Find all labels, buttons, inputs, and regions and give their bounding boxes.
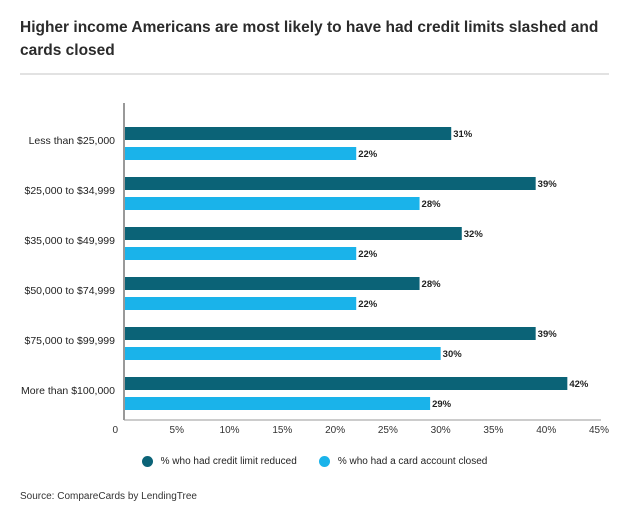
data-label: 22% bbox=[358, 249, 378, 260]
bar bbox=[125, 147, 357, 160]
data-label: 29% bbox=[432, 399, 452, 410]
bar bbox=[125, 197, 420, 210]
data-label: 28% bbox=[422, 279, 442, 290]
bar bbox=[125, 227, 462, 240]
bar bbox=[125, 277, 420, 290]
x-tick-label: 15% bbox=[272, 425, 292, 436]
x-tick-label: 20% bbox=[325, 425, 345, 436]
x-tick-label: 0 bbox=[112, 425, 118, 436]
category-label: More than $100,000 bbox=[21, 385, 115, 397]
category-label: $25,000 to $34,999 bbox=[24, 185, 115, 197]
source-note: Source: CompareCards by LendingTree bbox=[20, 491, 197, 502]
bar bbox=[125, 177, 536, 190]
legend-label: % who had credit limit reduced bbox=[160, 456, 297, 467]
data-label: 42% bbox=[569, 379, 589, 390]
x-tick-label: 30% bbox=[431, 425, 451, 436]
legend-swatch bbox=[318, 456, 330, 467]
bar bbox=[125, 327, 536, 340]
data-label: 39% bbox=[538, 179, 558, 190]
data-label: 30% bbox=[443, 349, 463, 360]
legend-item: % who had a card account closed bbox=[318, 456, 488, 467]
data-label: 32% bbox=[464, 229, 484, 240]
category-label: $35,000 to $49,999 bbox=[24, 235, 115, 247]
legend-swatch bbox=[141, 456, 153, 467]
legend-item: % who had credit limit reduced bbox=[141, 456, 297, 467]
bar bbox=[125, 297, 357, 310]
bar-chart: 0 5% 10% 15% 20% 25% 30% 35% 40% 45% Less than $25… bbox=[21, 103, 609, 436]
chart-legend: % who had credit limit reduced % who had … bbox=[0, 456, 629, 467]
bar bbox=[125, 397, 431, 410]
data-label: 28% bbox=[422, 199, 442, 210]
title-divider bbox=[20, 73, 609, 75]
x-tick-label: 10% bbox=[220, 425, 240, 436]
x-tick-label: 40% bbox=[536, 425, 556, 436]
bar bbox=[125, 127, 452, 140]
data-label: 31% bbox=[453, 129, 473, 140]
category-label: Less than $25,000 bbox=[29, 135, 116, 147]
x-tick-label: 5% bbox=[170, 425, 185, 436]
bar bbox=[125, 347, 441, 360]
bar bbox=[125, 377, 568, 390]
category-label: $75,000 to $99,999 bbox=[24, 335, 115, 347]
legend-label: % who had a card account closed bbox=[337, 456, 488, 467]
data-label: 39% bbox=[538, 329, 558, 340]
bar bbox=[125, 247, 357, 260]
x-tick-label: 35% bbox=[483, 425, 503, 436]
chart-title: Higher income Americans are most likely … bbox=[20, 19, 599, 59]
category-label: $50,000 to $74,999 bbox=[24, 285, 115, 297]
data-label: 22% bbox=[358, 299, 378, 310]
x-tick-label: 25% bbox=[378, 425, 398, 436]
data-label: 22% bbox=[358, 149, 378, 160]
x-tick-label: 45% bbox=[589, 425, 609, 436]
